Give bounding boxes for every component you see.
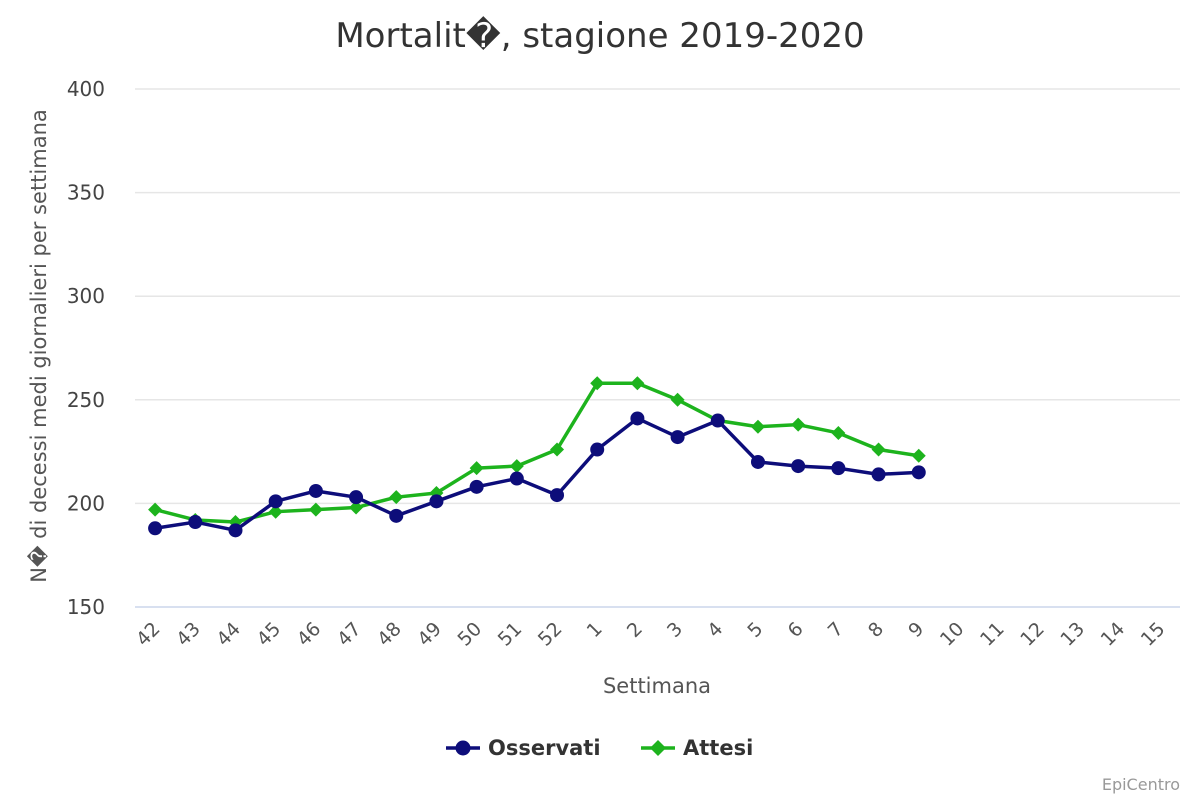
data-point-osservati[interactable]: [710, 413, 725, 428]
legend-item-attesi[interactable]: Attesi: [641, 736, 753, 760]
legend-marker-attesi: [650, 740, 666, 756]
y-tick-label: 350: [67, 181, 105, 205]
data-point-osservati[interactable]: [831, 461, 846, 476]
data-point-osservati[interactable]: [148, 521, 163, 536]
data-point-osservati[interactable]: [389, 508, 404, 523]
y-tick-label: 300: [67, 284, 105, 308]
x-tick-label: 15: [1137, 618, 1170, 651]
x-tick-label: 14: [1097, 618, 1130, 651]
x-tick-label: 6: [784, 618, 808, 642]
x-tick-label: 1: [583, 618, 607, 642]
legend-item-osservati[interactable]: Osservati: [446, 736, 601, 760]
x-tick-label: 2: [623, 618, 647, 642]
x-tick-label: 12: [1016, 618, 1049, 651]
x-tick-label: 46: [293, 618, 326, 651]
data-point-attesi[interactable]: [871, 442, 886, 457]
data-point-attesi[interactable]: [831, 425, 846, 440]
credits-link[interactable]: EpiCentro: [1102, 775, 1180, 794]
x-tick-label: 44: [212, 618, 245, 651]
data-point-osservati[interactable]: [228, 523, 243, 538]
data-point-attesi[interactable]: [308, 502, 323, 517]
y-tick-label: 200: [67, 491, 105, 515]
data-point-osservati[interactable]: [429, 494, 444, 509]
data-point-osservati[interactable]: [911, 465, 926, 480]
x-tick-label: 43: [172, 618, 205, 651]
data-point-osservati[interactable]: [550, 488, 565, 503]
x-tick-label: 5: [743, 618, 767, 642]
x-tick-label: 49: [413, 618, 446, 651]
y-tick-label: 150: [67, 595, 105, 619]
data-point-attesi[interactable]: [509, 459, 524, 474]
legend: Osservati Attesi: [446, 736, 753, 760]
data-point-attesi[interactable]: [590, 376, 605, 391]
x-tick-label: 10: [936, 618, 969, 651]
x-tick-label: 45: [253, 618, 286, 651]
x-tick-label: 8: [864, 618, 888, 642]
data-point-osservati[interactable]: [590, 442, 605, 457]
x-tick-label: 50: [454, 618, 487, 651]
series-layer: [148, 376, 926, 538]
series-line-attesi: [154, 381, 920, 524]
x-tick-label: 11: [976, 618, 1009, 651]
data-point-osservati[interactable]: [349, 490, 364, 505]
data-point-attesi[interactable]: [750, 419, 765, 434]
y-tick-label: 400: [67, 77, 105, 101]
data-point-osservati[interactable]: [630, 411, 645, 426]
y-tick-label: 250: [67, 388, 105, 412]
data-point-osservati[interactable]: [509, 471, 524, 486]
data-point-attesi[interactable]: [469, 461, 484, 476]
data-point-attesi[interactable]: [148, 502, 163, 517]
x-tick-label: 47: [333, 618, 366, 651]
data-point-osservati[interactable]: [670, 430, 685, 445]
series-osservati: [148, 411, 926, 538]
data-point-osservati[interactable]: [188, 515, 203, 530]
y-axis-title: N� di decessi medi giornalieri per setti…: [26, 109, 51, 583]
x-tick-label: 42: [132, 618, 165, 651]
data-point-attesi[interactable]: [268, 504, 283, 519]
data-point-osservati[interactable]: [750, 454, 765, 469]
x-tick-label: 9: [904, 618, 928, 642]
x-axis-title: Settimana: [603, 674, 711, 698]
data-point-attesi[interactable]: [630, 376, 645, 391]
x-tick-label: 52: [534, 618, 567, 651]
legend-label-attesi: Attesi: [683, 736, 753, 760]
x-tick-label: 4: [703, 618, 727, 642]
x-tick-label: 3: [663, 618, 687, 642]
data-point-osservati[interactable]: [308, 483, 323, 498]
legend-marker-osservati: [455, 740, 471, 756]
data-point-osservati[interactable]: [791, 459, 806, 474]
data-point-attesi[interactable]: [911, 448, 926, 463]
y-axis-ticks: 150 200 250 300 350 400: [67, 77, 105, 619]
x-axis-ticks: 42 43 44 45 46 47 48 49 50 51 52 1 2 3 4 5 6 7 8 9 10 11 12 13 1…: [132, 618, 1169, 651]
data-point-osservati[interactable]: [871, 467, 886, 482]
data-point-attesi[interactable]: [670, 392, 685, 407]
data-point-attesi[interactable]: [389, 490, 404, 505]
x-tick-label: 51: [494, 618, 527, 651]
grid: [135, 88, 1180, 608]
data-point-attesi[interactable]: [550, 442, 565, 457]
data-point-attesi[interactable]: [791, 417, 806, 432]
data-point-osservati[interactable]: [469, 479, 484, 494]
data-point-attesi[interactable]: [349, 500, 364, 515]
legend-label-osservati: Osservati: [488, 736, 601, 760]
x-tick-label: 7: [824, 618, 848, 642]
x-tick-label: 48: [373, 618, 406, 651]
x-tick-label: 13: [1056, 618, 1089, 651]
chart-title: Mortalit�, stagione 2019-2020: [335, 16, 864, 56]
data-point-osservati[interactable]: [268, 494, 283, 509]
